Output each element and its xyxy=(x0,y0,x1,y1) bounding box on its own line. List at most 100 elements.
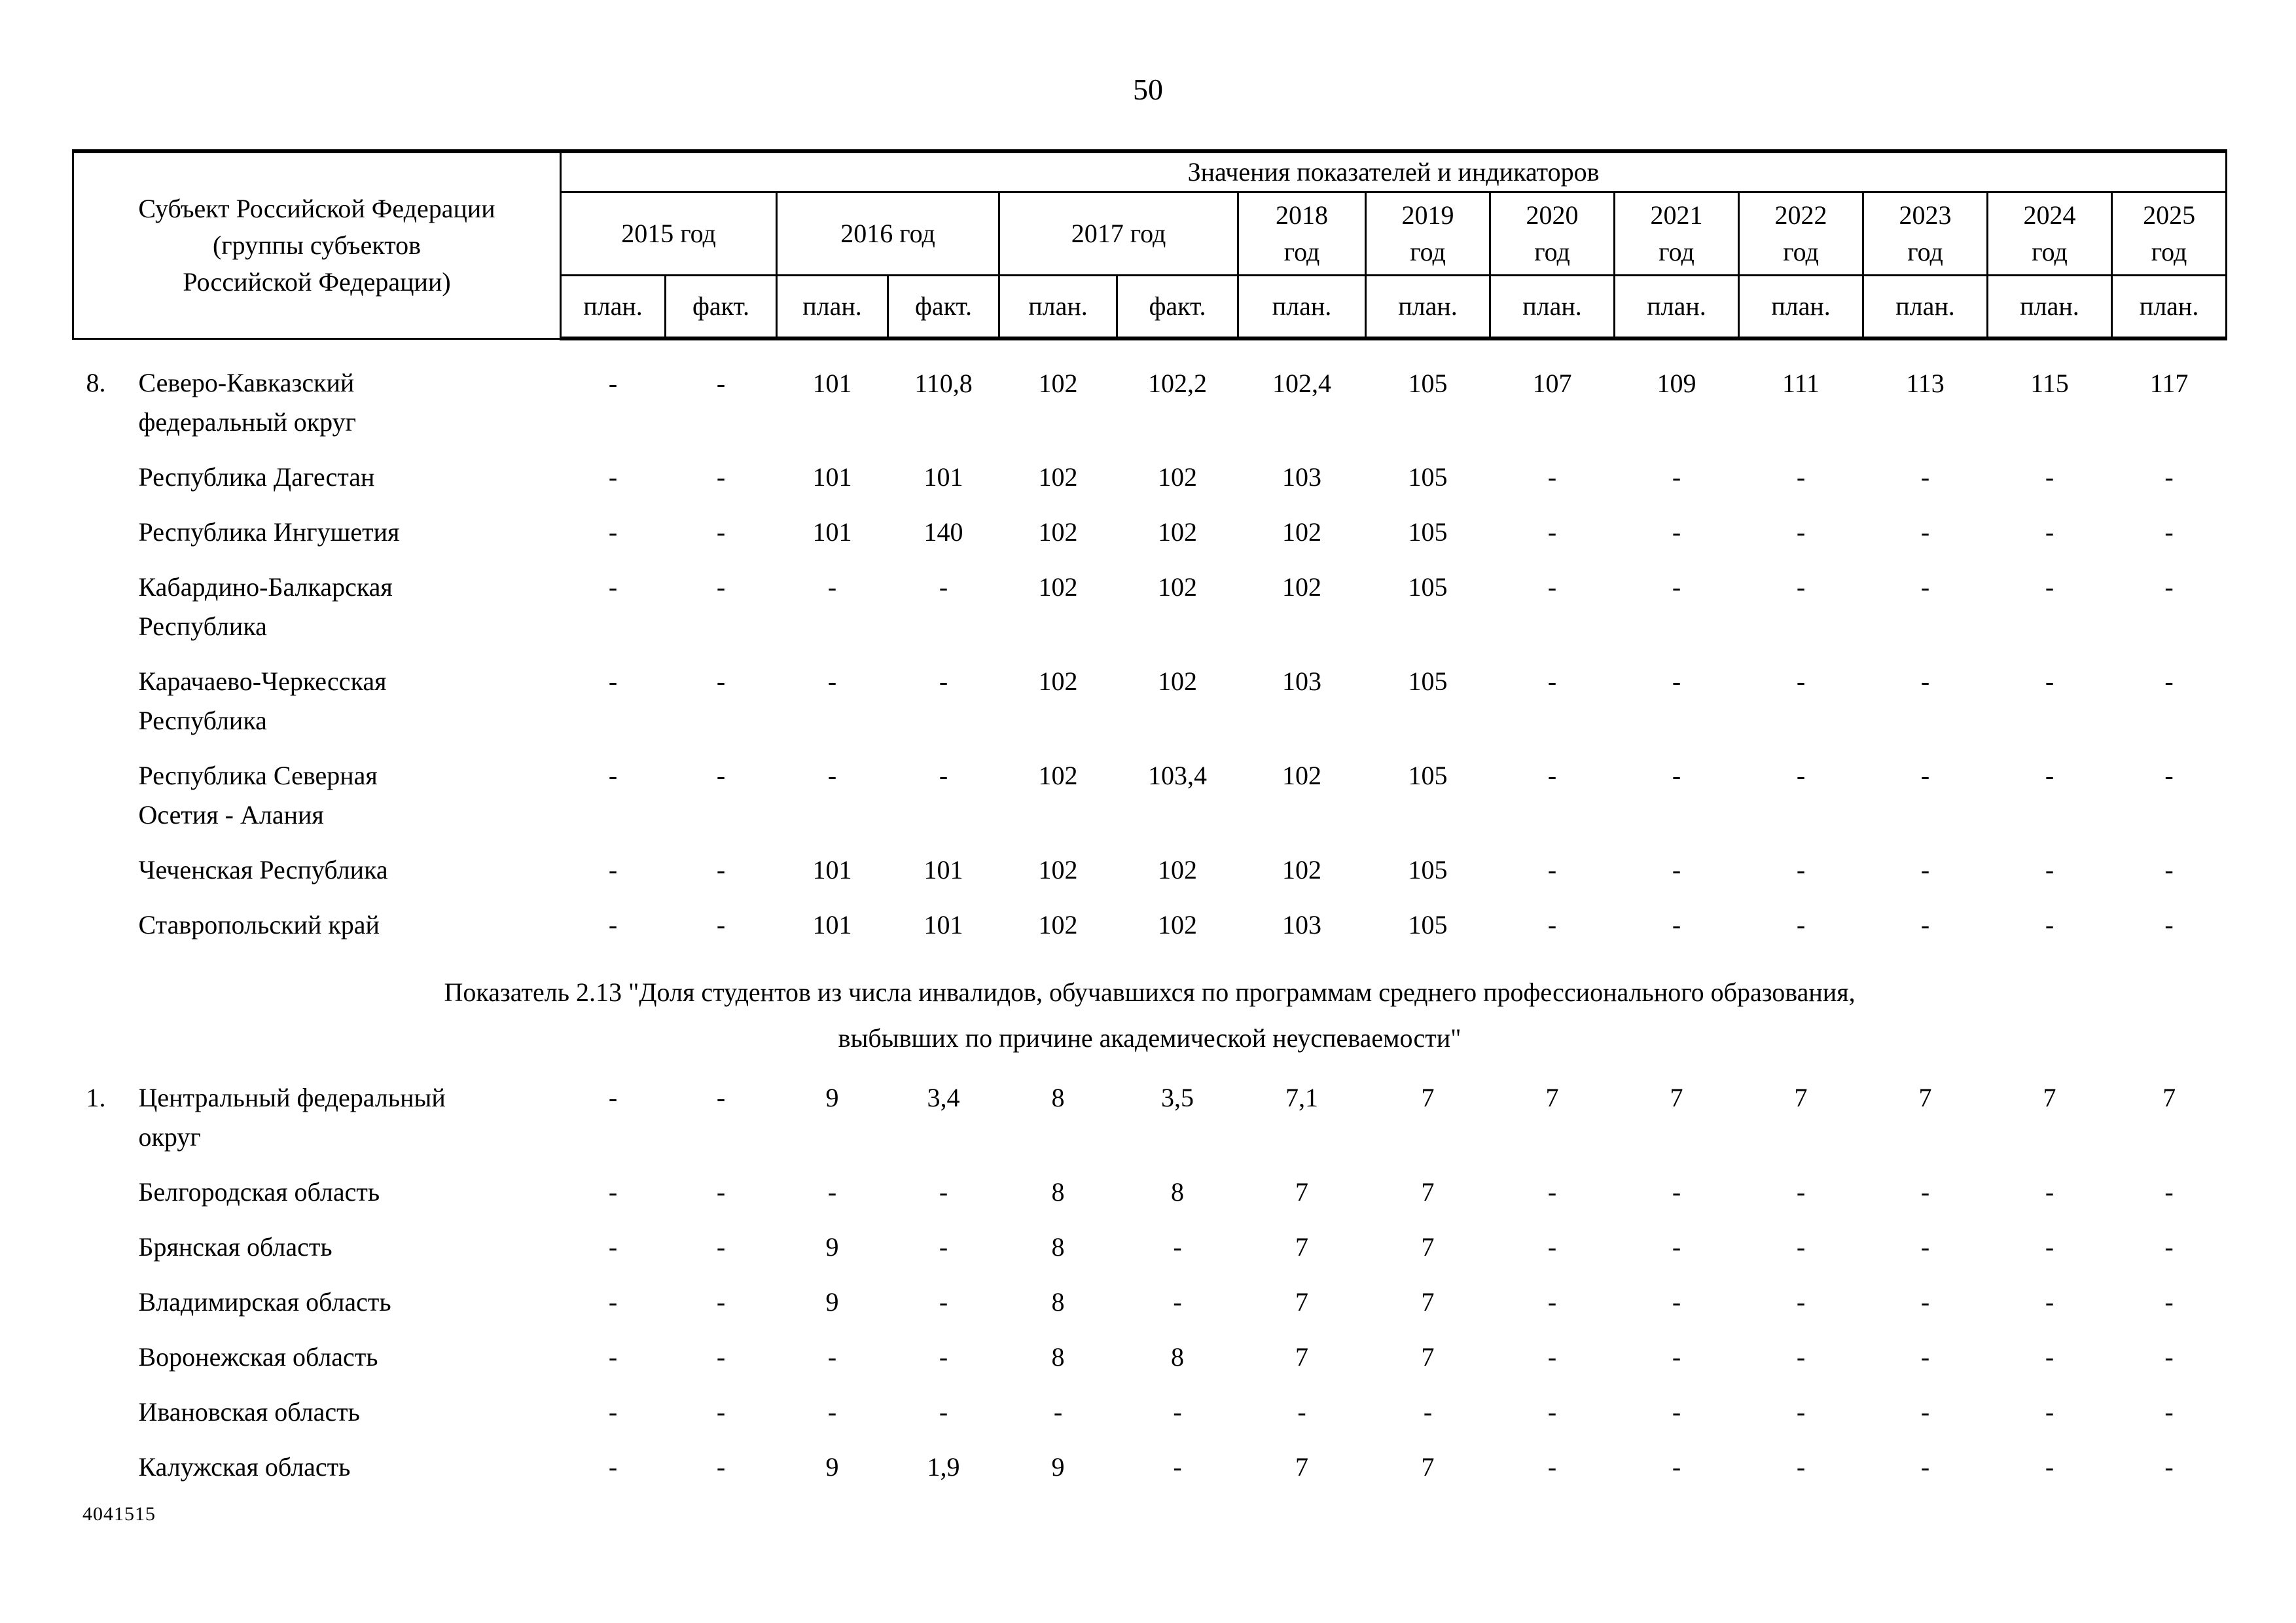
region-name: Ставропольский край xyxy=(138,909,380,939)
value-cell: - xyxy=(939,1176,948,1207)
value-cell: - xyxy=(1796,1341,1806,1372)
region-name: Воронежская область xyxy=(138,1341,378,1372)
region-name-cell: Ивановская область xyxy=(73,1385,561,1440)
value-cell: 101 xyxy=(812,462,852,492)
value-cell: 107 xyxy=(1532,369,1572,398)
value-cell: - xyxy=(608,1082,618,1112)
section-title: Показатель 2.13 "Доля студентов из числа… xyxy=(444,977,1856,1053)
value-cell: - xyxy=(2045,909,2054,939)
table-row: Ивановская область - - - - - - - - - - - - - - xyxy=(73,1385,2227,1440)
value-cell: 7 xyxy=(1918,1082,1932,1112)
value-cell: 9 xyxy=(825,1286,839,1317)
table-row: Брянская область - - 9 - 8 - 7 7 - - - - - - xyxy=(73,1220,2227,1275)
value-cell: 7 xyxy=(1295,1286,1308,1317)
value-cell: - xyxy=(1672,760,1681,790)
value-cell: - xyxy=(827,760,837,790)
value-cell: 102 xyxy=(1158,909,1197,939)
plan-fact-header: план. xyxy=(1365,274,1491,340)
value-cell: - xyxy=(2045,1231,2054,1262)
value-cell: 9 xyxy=(825,1231,839,1262)
region-name-cell: 8. Северо-Кавказский федеральный округ xyxy=(73,338,561,450)
value-cell: - xyxy=(608,1341,618,1372)
region-name: Владимирская область xyxy=(138,1286,391,1317)
value-cell: - xyxy=(608,517,618,547)
value-cell: - xyxy=(2045,1396,2054,1427)
value-cell: - xyxy=(1672,1176,1681,1207)
value-cell: 105 xyxy=(1408,666,1448,696)
value-cell: - xyxy=(2045,572,2054,602)
year-header: 2023 год xyxy=(1862,191,1988,276)
value-cell: - xyxy=(2164,760,2174,790)
region-name: Карачаево-Черкесская Республика xyxy=(138,666,387,735)
value-cell: - xyxy=(2045,1451,2054,1482)
year-header: 2019 год xyxy=(1365,191,1491,276)
values-header: Значения показателей и индикаторов xyxy=(559,149,2228,193)
value-cell: - xyxy=(1672,854,1681,884)
value-cell: 105 xyxy=(1408,517,1448,547)
value-cell: - xyxy=(716,909,726,939)
table-row: Воронежская область - - - - 8 8 7 7 - - - - - - xyxy=(73,1330,2227,1385)
table-row: Республика Ингушетия - - 101 140 102 102 102 105… xyxy=(73,505,2227,560)
value-cell: - xyxy=(1796,760,1806,790)
region-name: Кабардино-Балкарская Республика xyxy=(138,572,393,641)
region-name-cell: Воронежская область xyxy=(73,1330,561,1385)
plan-fact-header: факт. xyxy=(664,274,778,340)
value-cell: - xyxy=(1920,572,1930,602)
value-cell: - xyxy=(716,369,726,398)
value-cell: - xyxy=(1672,572,1681,602)
value-cell: 7 xyxy=(1295,1231,1308,1262)
value-cell: - xyxy=(2164,1231,2174,1262)
value-cell: 7 xyxy=(1421,1231,1435,1262)
value-cell: - xyxy=(608,854,618,884)
value-cell: 7 xyxy=(1545,1082,1559,1112)
table-row: Чеченская Республика - - 101 101 102 102 102 105… xyxy=(73,843,2227,898)
value-cell: 7 xyxy=(1295,1176,1308,1207)
value-cell: - xyxy=(1796,854,1806,884)
value-cell: - xyxy=(1920,1286,1930,1317)
value-cell: 7 xyxy=(1670,1082,1683,1112)
plan-fact-header: план. xyxy=(2110,274,2228,340)
value-cell: - xyxy=(1547,1231,1557,1262)
region-name: Ивановская область xyxy=(138,1396,360,1427)
table-row: Калужская область - - 9 1,9 9 - 7 7 - - - - - - xyxy=(73,1440,2227,1495)
region-name-cell: Владимирская область xyxy=(73,1275,561,1330)
value-cell: - xyxy=(827,1396,837,1427)
value-cell: 103 xyxy=(1282,909,1321,939)
value-cell: - xyxy=(939,666,948,696)
value-cell: 102 xyxy=(1158,572,1197,602)
value-cell: 110,8 xyxy=(914,369,973,398)
value-cell: - xyxy=(1920,909,1930,939)
value-cell: 102 xyxy=(1038,462,1078,492)
value-cell: - xyxy=(2164,1176,2174,1207)
value-cell: - xyxy=(1547,1396,1557,1427)
value-cell: - xyxy=(716,1082,726,1112)
value-cell: - xyxy=(1547,1451,1557,1482)
region-name: Республика Северная Осетия - Алания xyxy=(138,760,378,830)
value-cell: 102 xyxy=(1038,666,1078,696)
value-cell: 102,4 xyxy=(1272,369,1331,398)
value-cell: - xyxy=(716,1451,726,1482)
value-cell: - xyxy=(2164,572,2174,602)
region-name: Калужская область xyxy=(138,1451,351,1482)
plan-fact-header: план. xyxy=(998,274,1118,340)
value-cell: - xyxy=(1672,1286,1681,1317)
value-cell: - xyxy=(716,760,726,790)
section-title-row: Показатель 2.13 "Доля студентов из числа… xyxy=(73,953,2227,1070)
region-name: Республика Дагестан xyxy=(138,462,375,492)
value-cell: 7 xyxy=(1421,1286,1435,1317)
value-cell: - xyxy=(716,1396,726,1427)
value-cell: - xyxy=(1920,462,1930,492)
value-cell: - xyxy=(939,1396,948,1427)
year-header: 2020 год xyxy=(1489,191,1615,276)
value-cell: - xyxy=(1547,760,1557,790)
value-cell: - xyxy=(1920,854,1930,884)
value-cell: 9 xyxy=(825,1451,839,1482)
value-cell: - xyxy=(827,572,837,602)
region-name: Северо-Кавказский федеральный округ xyxy=(138,367,357,437)
value-cell: - xyxy=(716,572,726,602)
value-cell: - xyxy=(1173,1396,1182,1427)
region-name-cell: Республика Ингушетия xyxy=(73,505,561,560)
value-cell: - xyxy=(1547,909,1557,939)
plan-fact-header: план. xyxy=(776,274,889,340)
table-row: 1. Центральный федеральный округ - - 9 3,4 8 3,… xyxy=(73,1070,2227,1165)
